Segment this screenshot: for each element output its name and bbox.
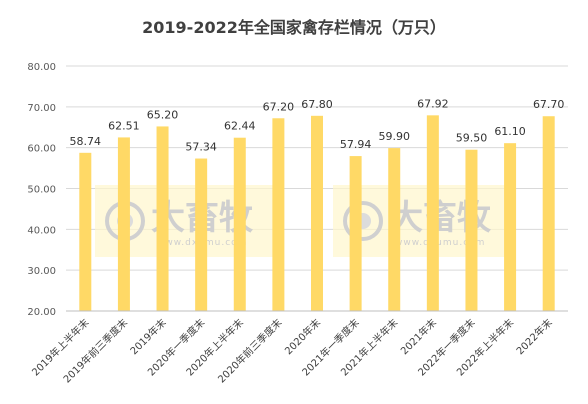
- x-tick-label: 2022年末: [513, 316, 554, 357]
- bar: [272, 118, 285, 312]
- watermark-logo-icon: [343, 201, 383, 241]
- data-label: 65.20: [147, 108, 179, 121]
- bar: [156, 126, 169, 311]
- bar: [233, 137, 246, 311]
- data-label: 58.74: [70, 135, 102, 148]
- data-label: 62.51: [108, 119, 140, 132]
- y-tick-label: 40.00: [27, 225, 56, 236]
- x-tick-label: 2021年末: [398, 316, 439, 357]
- data-label: 67.80: [301, 98, 333, 111]
- y-tick-label: 30.00: [27, 266, 56, 277]
- data-label: 62.44: [224, 120, 256, 133]
- x-tick-label: 2019年末: [127, 316, 168, 357]
- data-label: 61.10: [494, 125, 526, 138]
- bar: [195, 158, 208, 311]
- bar: [117, 137, 130, 311]
- chart-title: 2019-2022年全国家禽存栏情况（万只）: [142, 18, 446, 37]
- data-label: 57.34: [185, 141, 217, 154]
- y-tick-label: 20.00: [27, 307, 56, 318]
- bar: [311, 115, 323, 311]
- bar: [465, 149, 478, 311]
- x-tick-label: 2020年前三季度末: [215, 316, 285, 386]
- x-tick-label: 2019年前三季度末: [60, 316, 130, 386]
- y-tick-label: 80.00: [27, 62, 56, 73]
- data-label: 67.70: [533, 98, 565, 111]
- x-tick-label: 2020年末: [282, 316, 323, 357]
- bar: [79, 152, 92, 311]
- data-label: 59.50: [456, 132, 488, 145]
- y-tick-label: 60.00: [27, 144, 56, 155]
- data-label: 67.92: [417, 97, 449, 110]
- watermark-subtext: www.dxumu.com: [395, 238, 485, 248]
- bar: [388, 148, 401, 311]
- bar: [349, 156, 362, 311]
- bar: [542, 116, 555, 311]
- y-tick-label: 50.00: [27, 185, 56, 196]
- data-label: 59.90: [378, 130, 410, 143]
- bar: [504, 143, 517, 311]
- y-tick-label: 70.00: [27, 103, 56, 114]
- data-label: 67.20: [263, 100, 295, 113]
- bar: [426, 115, 439, 312]
- data-label: 57.94: [340, 138, 372, 151]
